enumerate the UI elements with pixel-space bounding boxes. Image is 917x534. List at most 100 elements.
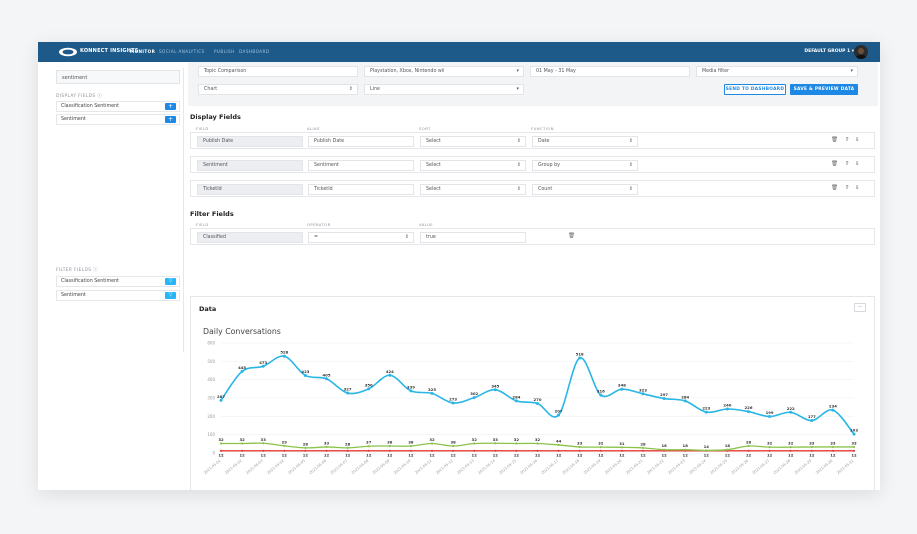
view-select[interactable]: Chart ⇕ (198, 84, 358, 95)
data-point (726, 448, 729, 451)
data-label: 12 (493, 452, 499, 457)
move-down-icon[interactable]: ⇓ (855, 161, 860, 167)
data-point (578, 445, 581, 449)
data-point (599, 449, 602, 452)
data-label: 12 (324, 452, 330, 457)
data-point (283, 444, 286, 447)
sources-select[interactable]: Playstation, Xbox, Nintendo wii ▾ (364, 66, 524, 77)
data-point (430, 442, 434, 445)
sidebar-display-field-item[interactable]: Classification Sentiment + (56, 101, 180, 112)
data-label: 12 (788, 452, 794, 457)
data-panel-title: Data (199, 305, 217, 313)
data-point (367, 387, 371, 391)
data-point (810, 449, 813, 452)
sort-select[interactable]: Select ⇕ (420, 160, 526, 171)
save-preview-button[interactable]: SAVE & PREVIEW DATA (790, 84, 858, 95)
trash-icon[interactable]: 🗑 (831, 161, 838, 167)
nav-monitor[interactable]: MONITOR (130, 49, 156, 54)
operator-select[interactable]: = ⇕ (308, 232, 414, 243)
data-label: 350 (365, 382, 373, 387)
value-input[interactable]: true (420, 232, 526, 243)
data-label: 103 (850, 428, 858, 433)
avatar[interactable] (854, 45, 868, 59)
alias-input[interactable]: Sentiment (308, 160, 414, 171)
data-label: 12 (809, 452, 815, 457)
topic-select[interactable]: Topic Comparison (198, 66, 358, 77)
data-label: 12 (450, 452, 456, 457)
move-down-icon[interactable]: ⇓ (855, 137, 860, 143)
trash-icon[interactable]: 🗑 (831, 137, 838, 143)
sidebar-display-field-item[interactable]: Sentiment + (56, 114, 180, 125)
data-point (663, 448, 666, 451)
column-header: SORT (419, 126, 431, 131)
function-select[interactable]: Group by ⇕ (532, 160, 638, 171)
x-tick-label: 2021-05-06 (309, 458, 328, 475)
move-up-icon[interactable]: ⇑ (845, 185, 850, 191)
data-point (578, 449, 581, 452)
column-header: ALIAS (307, 126, 320, 131)
data-label: 18 (683, 443, 689, 448)
data-point (346, 449, 349, 452)
alias-input[interactable]: Publish Date (308, 136, 414, 147)
sort-select[interactable]: Select ⇕ (420, 136, 526, 147)
nav-dashboard[interactable]: DASHBOARD (239, 49, 270, 54)
move-up-icon[interactable]: ⇑ (845, 161, 850, 167)
alias-input[interactable]: TicketId (308, 184, 414, 195)
move-down-icon[interactable]: ⇓ (855, 185, 860, 191)
function-select[interactable]: Date ⇕ (532, 136, 638, 147)
nav-publish[interactable]: PUBLISH (214, 49, 235, 54)
data-point (241, 449, 244, 452)
function-select[interactable]: Count ⇕ (532, 184, 638, 195)
date-range-picker[interactable]: 01 May - 31 May (530, 66, 690, 77)
data-point (578, 356, 582, 360)
data-point (831, 449, 835, 452)
data-point (409, 449, 412, 452)
sort-select[interactable]: Select ⇕ (420, 184, 526, 195)
data-point (304, 449, 307, 452)
data-point (536, 442, 539, 445)
data-label: 37 (366, 440, 372, 445)
filter-icon[interactable]: ▽ (165, 278, 176, 285)
data-label: 14 (704, 444, 710, 449)
data-label: 284 (512, 394, 520, 399)
data-point (747, 449, 750, 452)
updown-icon: ⇕ (348, 86, 353, 92)
x-tick-label: 2021-05-30 (815, 458, 834, 475)
media-filter-select[interactable]: Media filter ▾ (696, 66, 858, 77)
send-to-dashboard-button[interactable]: SEND TO DASHBOARD (724, 84, 786, 95)
data-label: 32 (218, 437, 224, 442)
data-label: 12 (282, 452, 288, 457)
data-point (430, 449, 434, 452)
sidebar: sentiment DISPLAY FIELDS ⓘ Classificatio… (50, 64, 182, 354)
user-group-menu[interactable]: DEFAULT GROUP 1 ▾ (804, 49, 854, 54)
chevron-down-icon: ▾ (516, 68, 519, 74)
chart-type-select[interactable]: Line ▾ (364, 84, 524, 95)
chevron-down-icon: ▾ (516, 86, 519, 92)
add-icon[interactable]: + (165, 116, 176, 123)
move-up-icon[interactable]: ⇑ (845, 137, 850, 143)
x-tick-label: 2021-05-07 (330, 459, 349, 475)
sidebar-filter-field-item[interactable]: Sentiment ▽ (56, 290, 180, 301)
data-label: 12 (704, 452, 710, 457)
data-label: 518 (576, 352, 584, 357)
trash-icon[interactable]: 🗑 (831, 185, 838, 191)
y-tick-label: 300 (207, 396, 215, 401)
more-options-button[interactable]: ··· (854, 303, 866, 312)
data-point (346, 446, 349, 449)
add-icon[interactable]: + (165, 103, 176, 110)
filter-icon[interactable]: ▽ (165, 292, 176, 299)
data-point (494, 449, 497, 452)
data-point (452, 444, 455, 448)
field-search-input[interactable]: sentiment (56, 70, 180, 84)
data-label: 12 (387, 452, 393, 457)
sidebar-filter-field-item[interactable]: Classification Sentiment ▽ (56, 276, 180, 287)
data-label: 38 (408, 440, 414, 445)
data-label: 177 (808, 414, 816, 419)
nav-social-analytics[interactable]: SOCIAL ANALYTICS (159, 49, 205, 54)
trash-icon[interactable]: 🗑 (568, 233, 575, 239)
data-label: 33 (851, 440, 857, 445)
data-label: 18 (661, 443, 667, 448)
y-tick-label: 100 (207, 432, 215, 437)
data-label: 345 (491, 383, 499, 388)
data-point (240, 369, 244, 373)
